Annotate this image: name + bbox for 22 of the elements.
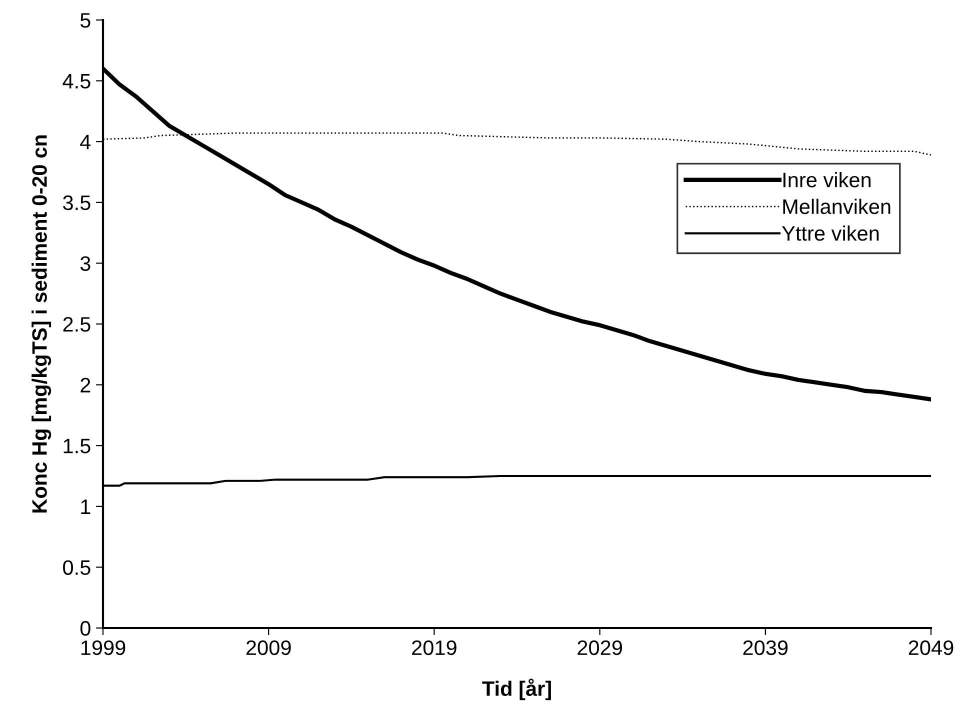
- y-tick-label: 1.5: [64, 438, 90, 454]
- x-tick-label: 1999: [81, 640, 126, 656]
- legend-label: Inre viken: [783, 172, 871, 188]
- x-tick-label: 2019: [412, 640, 456, 656]
- y-tick-label: 4: [80, 134, 91, 150]
- x-tick-label: 2029: [578, 640, 622, 656]
- x-tick-label: 2049: [908, 640, 954, 656]
- y-tick-label: 2.5: [63, 317, 90, 332]
- y-tick-label: 1: [81, 500, 90, 514]
- x-axis-title: Tid [år]: [482, 678, 551, 700]
- y-tick-label: 3: [80, 256, 90, 271]
- x-tick-label: 2039: [743, 640, 788, 656]
- y-tick-label: 0.5: [63, 560, 90, 575]
- legend-label: Yttre viken: [782, 225, 879, 241]
- y-axis-title: Konc Hg [mg/kgTS] i sediment 0-20 cn: [32, 135, 52, 512]
- y-tick-label: 5: [80, 13, 90, 28]
- legend-label: Mellanviken: [783, 198, 890, 214]
- y-tick-label: 2: [80, 378, 90, 392]
- x-tick-label: 2009: [246, 640, 291, 656]
- y-tick-label: 3.5: [63, 195, 90, 210]
- y-tick-label: 0: [80, 621, 90, 636]
- y-tick-label: 4.5: [62, 74, 90, 89]
